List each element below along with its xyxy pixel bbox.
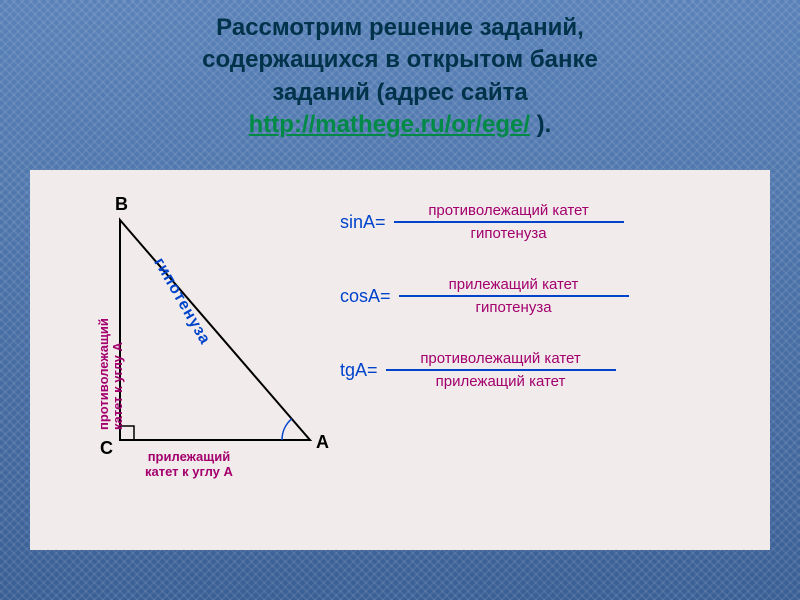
title-url-link[interactable]: http://mathege.ru/or/ege/	[249, 111, 530, 138]
formula-function: tgA=	[340, 360, 378, 381]
triangle-outline	[120, 220, 310, 440]
slide-title: Рассмотрим решение заданий, содержащихся…	[40, 12, 760, 142]
title-line-2: содержащихся в открытом банке	[202, 46, 598, 73]
title-line-1: Рассмотрим решение заданий,	[216, 14, 584, 41]
fraction-denominator: прилежащий катет	[430, 371, 572, 392]
slide: Рассмотрим решение заданий, содержащихся…	[0, 0, 800, 600]
fraction-denominator: гипотенуза	[470, 297, 558, 318]
opposite-cathetus-label: противолежащий катет к углу A	[97, 318, 126, 430]
formula-row: cosA= прилежащий катетгипотенуза	[340, 274, 740, 318]
fraction-denominator: гипотенуза	[465, 223, 553, 244]
title-line-3-prefix: заданий (адрес сайта	[272, 79, 527, 106]
title-paren-close: ).	[537, 111, 552, 138]
formula-function: sinA=	[340, 212, 386, 233]
vertex-c-label: C	[100, 438, 113, 459]
formula-row: sinA= противолежащий катетгипотенуза	[340, 200, 740, 244]
vertex-b-label: B	[115, 194, 128, 215]
triangle-diagram: B C A противолежащий катет к углу A гипо…	[80, 200, 340, 500]
formulas-block: sinA=противолежащий катетгипотенузаcosA=…	[340, 200, 740, 392]
adjacent-cathetus-label: прилежащий катет к углу A	[145, 450, 233, 480]
formula-fraction: противолежащий катетприлежащий катет	[386, 348, 616, 392]
formula-function: cosA=	[340, 286, 391, 307]
formula-row: tgA= противолежащий катетприлежащий катет	[340, 348, 740, 392]
vertex-a-label: A	[316, 432, 329, 453]
formula-fraction: противолежащий катетгипотенуза	[394, 200, 624, 244]
angle-a-arc	[282, 419, 292, 440]
fraction-numerator: прилежащий катет	[443, 274, 585, 295]
fraction-numerator: противолежащий катет	[414, 348, 586, 369]
fraction-numerator: противолежащий катет	[422, 200, 594, 221]
formula-fraction: прилежащий катетгипотенуза	[399, 274, 629, 318]
content-panel: B C A противолежащий катет к углу A гипо…	[30, 170, 770, 550]
